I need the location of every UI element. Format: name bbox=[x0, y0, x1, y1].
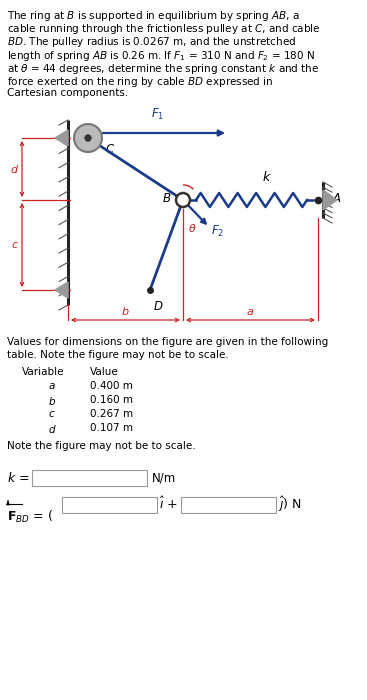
Text: $b$: $b$ bbox=[48, 395, 56, 407]
Text: Value: Value bbox=[90, 367, 119, 377]
Text: $A$: $A$ bbox=[332, 192, 342, 204]
Text: $k$: $k$ bbox=[262, 170, 271, 184]
Text: Cartesian components.: Cartesian components. bbox=[7, 88, 128, 98]
Text: $\hat{\imath}$ +: $\hat{\imath}$ + bbox=[159, 496, 178, 512]
Text: $c$: $c$ bbox=[48, 409, 55, 419]
Circle shape bbox=[85, 135, 91, 141]
FancyBboxPatch shape bbox=[181, 497, 276, 513]
Text: $a$: $a$ bbox=[247, 307, 255, 317]
Text: table. Note the figure may not be to scale.: table. Note the figure may not be to sca… bbox=[7, 350, 229, 360]
Text: $c$: $c$ bbox=[11, 240, 19, 250]
Polygon shape bbox=[55, 130, 68, 146]
Text: $\hat{\jmath}$) N: $\hat{\jmath}$) N bbox=[278, 494, 302, 514]
Text: force exerted on the ring by cable $BD$ expressed in: force exerted on the ring by cable $BD$ … bbox=[7, 75, 273, 89]
Text: 0.160 m: 0.160 m bbox=[90, 395, 133, 405]
Text: N/m: N/m bbox=[152, 472, 176, 484]
FancyBboxPatch shape bbox=[32, 470, 147, 486]
Text: $k$ =: $k$ = bbox=[7, 471, 29, 485]
Text: cable running through the frictionless pulley at $C$, and cable: cable running through the frictionless p… bbox=[7, 22, 320, 36]
Text: Variable: Variable bbox=[22, 367, 65, 377]
Text: Note the figure may not be to scale.: Note the figure may not be to scale. bbox=[7, 441, 196, 451]
Text: $b$: $b$ bbox=[121, 305, 130, 317]
Text: $D$: $D$ bbox=[153, 300, 163, 313]
Text: $\theta$: $\theta$ bbox=[188, 222, 197, 234]
Polygon shape bbox=[323, 190, 337, 210]
Text: at $\theta$ = 44 degrees, determine the spring constant $k$ and the: at $\theta$ = 44 degrees, determine the … bbox=[7, 62, 319, 76]
FancyBboxPatch shape bbox=[62, 497, 157, 513]
Text: $BD$. The pulley radius is 0.0267 m, and the unstretched: $BD$. The pulley radius is 0.0267 m, and… bbox=[7, 36, 296, 50]
Circle shape bbox=[74, 124, 102, 152]
Circle shape bbox=[176, 193, 190, 207]
Text: The ring at $B$ is supported in equilibrium by spring $AB$, a: The ring at $B$ is supported in equilibr… bbox=[7, 9, 300, 23]
Text: Values for dimensions on the figure are given in the following: Values for dimensions on the figure are … bbox=[7, 337, 328, 347]
Text: 0.107 m: 0.107 m bbox=[90, 423, 133, 433]
Text: $F_1$: $F_1$ bbox=[151, 107, 164, 122]
Text: $F_2$: $F_2$ bbox=[211, 224, 225, 239]
Text: $a$: $a$ bbox=[48, 381, 56, 391]
Polygon shape bbox=[55, 282, 68, 298]
Text: length of spring $AB$ is 0.26 m. If $F_1$ = 310 N and $F_2$ = 180 N: length of spring $AB$ is 0.26 m. If $F_1… bbox=[7, 48, 315, 62]
Text: $d$: $d$ bbox=[10, 163, 19, 175]
Text: $d$: $d$ bbox=[48, 423, 57, 435]
Text: 0.267 m: 0.267 m bbox=[90, 409, 133, 419]
Text: 0.400 m: 0.400 m bbox=[90, 381, 133, 391]
Text: $C$: $C$ bbox=[105, 143, 115, 156]
Text: $\mathbf{F}_{BD}$ = (: $\mathbf{F}_{BD}$ = ( bbox=[7, 509, 53, 525]
Text: $B$: $B$ bbox=[161, 192, 171, 204]
